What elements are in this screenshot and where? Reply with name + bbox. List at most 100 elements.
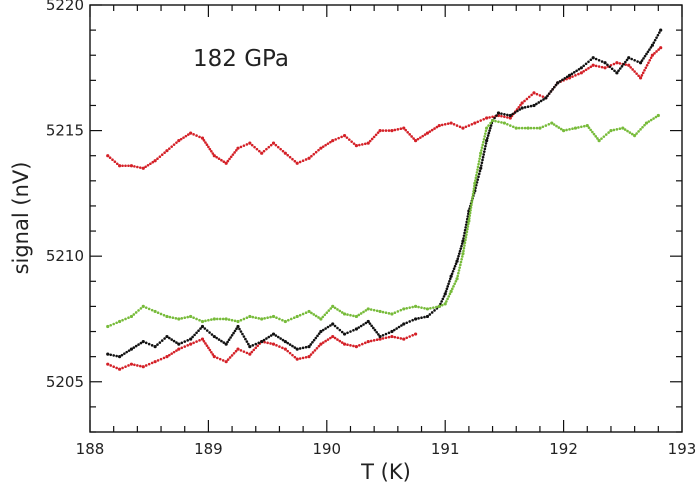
data-point bbox=[248, 141, 252, 145]
series-dot bbox=[195, 340, 198, 343]
series-dot bbox=[423, 315, 426, 319]
series-dot bbox=[186, 339, 189, 342]
series-dot bbox=[511, 112, 514, 116]
series-dot bbox=[361, 143, 364, 146]
series-dot bbox=[453, 282, 456, 286]
series-dot bbox=[459, 260, 463, 264]
series-dot bbox=[451, 287, 454, 291]
y-tick-label: 5210 bbox=[46, 247, 84, 265]
series-dot bbox=[324, 339, 327, 343]
series-dot bbox=[132, 313, 136, 316]
series-dot bbox=[210, 333, 214, 336]
data-point bbox=[544, 96, 548, 100]
series-dot bbox=[625, 58, 629, 62]
series-dot bbox=[207, 346, 210, 350]
series-dot bbox=[624, 60, 627, 64]
series-dot bbox=[416, 137, 420, 141]
data-point bbox=[425, 307, 430, 311]
series-dot bbox=[646, 50, 650, 54]
series-dot bbox=[460, 257, 463, 261]
series-dot bbox=[229, 336, 232, 339]
series-dot bbox=[384, 311, 388, 314]
series-dot bbox=[468, 214, 472, 217]
series-dot bbox=[329, 307, 333, 310]
series-dot bbox=[574, 74, 577, 77]
series-dot bbox=[645, 63, 649, 67]
series-dot bbox=[301, 346, 305, 350]
data-point bbox=[567, 76, 572, 80]
series-dot bbox=[321, 341, 325, 344]
series-dot bbox=[584, 68, 588, 72]
series-dot bbox=[124, 317, 127, 321]
data-point bbox=[141, 304, 145, 309]
data-point bbox=[106, 362, 110, 366]
series-dot bbox=[170, 338, 173, 341]
series-dot bbox=[395, 327, 398, 330]
series-dot bbox=[506, 123, 509, 126]
series-dot bbox=[278, 345, 281, 348]
series-dot bbox=[180, 341, 184, 345]
series-dot bbox=[526, 105, 530, 109]
series-dot bbox=[465, 233, 468, 236]
series-dot bbox=[503, 112, 506, 116]
series-dot bbox=[381, 310, 385, 314]
data-point bbox=[455, 277, 459, 281]
series-dot bbox=[453, 264, 457, 268]
series-dot bbox=[238, 327, 241, 331]
data-point bbox=[550, 121, 554, 125]
series-dot bbox=[445, 287, 449, 291]
series-dot bbox=[168, 336, 171, 340]
series-dot bbox=[633, 58, 636, 62]
data-point bbox=[638, 61, 643, 65]
data-point bbox=[165, 314, 169, 319]
series-dot bbox=[304, 355, 308, 359]
x-tick-label: 191 bbox=[431, 440, 460, 458]
data-point bbox=[129, 347, 134, 351]
series-dot bbox=[547, 92, 551, 95]
series-dot bbox=[245, 351, 249, 355]
series-dot bbox=[192, 133, 195, 136]
data-point bbox=[319, 317, 323, 321]
data-point bbox=[283, 339, 287, 344]
series-dot bbox=[623, 128, 627, 131]
data-point bbox=[248, 352, 252, 356]
data-point bbox=[342, 342, 347, 346]
data-point bbox=[342, 312, 347, 316]
series-dot bbox=[600, 137, 603, 140]
data-point bbox=[189, 342, 193, 346]
series-dot bbox=[459, 247, 463, 250]
series-dot bbox=[172, 143, 176, 146]
series-dot bbox=[482, 137, 486, 141]
series-dot bbox=[314, 336, 318, 340]
series-dot bbox=[317, 344, 321, 348]
series-dot bbox=[349, 330, 352, 333]
series-dot bbox=[137, 343, 140, 346]
series-dot bbox=[304, 311, 308, 314]
series-dot bbox=[286, 341, 290, 345]
series-dot bbox=[433, 309, 436, 312]
series-dot bbox=[484, 142, 488, 145]
series-dot bbox=[405, 306, 409, 310]
series-dot bbox=[452, 285, 455, 288]
series-dot bbox=[170, 145, 173, 148]
series-dot bbox=[336, 326, 339, 330]
series-dot bbox=[132, 346, 136, 349]
data-point bbox=[390, 312, 394, 316]
series-dot bbox=[478, 154, 482, 158]
series-dot bbox=[364, 321, 368, 325]
series-dot bbox=[312, 152, 316, 156]
series-dot bbox=[493, 116, 496, 120]
series-dot bbox=[234, 349, 238, 353]
series-dot bbox=[207, 318, 210, 322]
series-dot bbox=[445, 300, 448, 303]
series-dot bbox=[144, 341, 148, 345]
series-dot bbox=[396, 336, 400, 340]
data-point bbox=[485, 116, 489, 120]
series-dot bbox=[656, 33, 660, 37]
x-tick-label: 190 bbox=[312, 440, 341, 458]
series-dot bbox=[274, 143, 278, 147]
series-dot bbox=[111, 158, 114, 162]
series-dot bbox=[539, 99, 543, 103]
series-dot bbox=[139, 364, 142, 368]
series-dot bbox=[410, 135, 413, 138]
